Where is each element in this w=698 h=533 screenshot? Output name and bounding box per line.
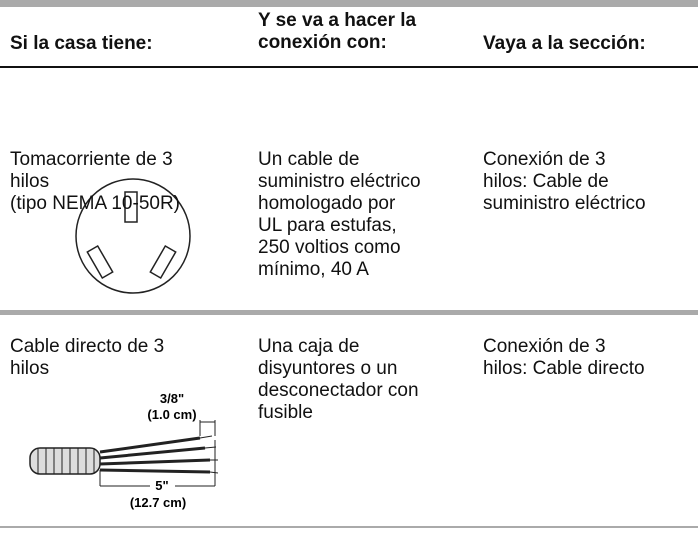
total-length-metric: (12.7 cm) (130, 495, 186, 510)
table-cell: Una caja de disyuntores o un desconectador… (258, 336, 419, 424)
table-cell: Conexión de 3 hilos: Cable directo (483, 336, 645, 380)
cell-line: Tomacorriente de 3 (10, 149, 173, 170)
cell-line: Conexión de 3 (483, 149, 606, 170)
cell-line: desconectador con (258, 380, 419, 401)
cell-line: Un cable de (258, 149, 360, 170)
cell-line: Conexión de 3 (483, 336, 606, 357)
cell-line: Una caja de (258, 336, 360, 357)
cell-line: hilos: Cable directo (483, 358, 645, 379)
table-cell: Y se va a hacer la conexión con: (258, 10, 416, 54)
cell-line: conexión con: (258, 32, 387, 53)
row-rule (0, 310, 698, 315)
cell-line: (tipo NEMA 10-50R) (10, 193, 181, 214)
cell-line: hilos: Cable de (483, 171, 609, 192)
cell-line: 250 voltios como (258, 237, 401, 258)
cell-line: mínimo, 40 A (258, 259, 369, 280)
table-cell: Tomacorriente de 3 hilos (tipo NEMA 10-50R… (10, 149, 180, 215)
cell-line: fusible (258, 402, 313, 423)
cell-line: Vaya a la sección: (483, 33, 646, 54)
cable-icon (29, 420, 219, 487)
cell-line: suministro eléctrico (258, 171, 421, 192)
table-cell: Cable directo de 3 hilos (10, 336, 164, 380)
cell-line: hilos (10, 171, 50, 192)
table-cell: Un cable de suministro eléctrico homologad… (258, 149, 421, 281)
total-length: 5" (155, 478, 168, 493)
cell-line: suministro eléctrico (483, 193, 646, 214)
cell-line: Si la casa tiene: (10, 33, 153, 54)
cell-line: UL para estufas, (258, 215, 397, 236)
cell-line: Cable directo de 3 (10, 336, 165, 357)
strip-length: 3/8" (160, 391, 184, 406)
table-cell: Vaya a la sección: (483, 33, 646, 55)
cell-line: hilos (10, 358, 50, 379)
header-rule (0, 66, 698, 68)
top-rule (0, 0, 698, 7)
strip-length-metric: (1.0 cm) (147, 407, 196, 422)
table-cell: Si la casa tiene: (10, 33, 153, 55)
table-cell: Conexión de 3 hilos: Cable de suministro e… (483, 149, 646, 215)
bottom-rule (0, 526, 698, 528)
cell-line: Y se va a hacer la (258, 10, 417, 31)
cell-line: disyuntores o un (258, 358, 398, 379)
outlet-icon (75, 178, 191, 294)
cell-line: homologado por (258, 193, 396, 214)
